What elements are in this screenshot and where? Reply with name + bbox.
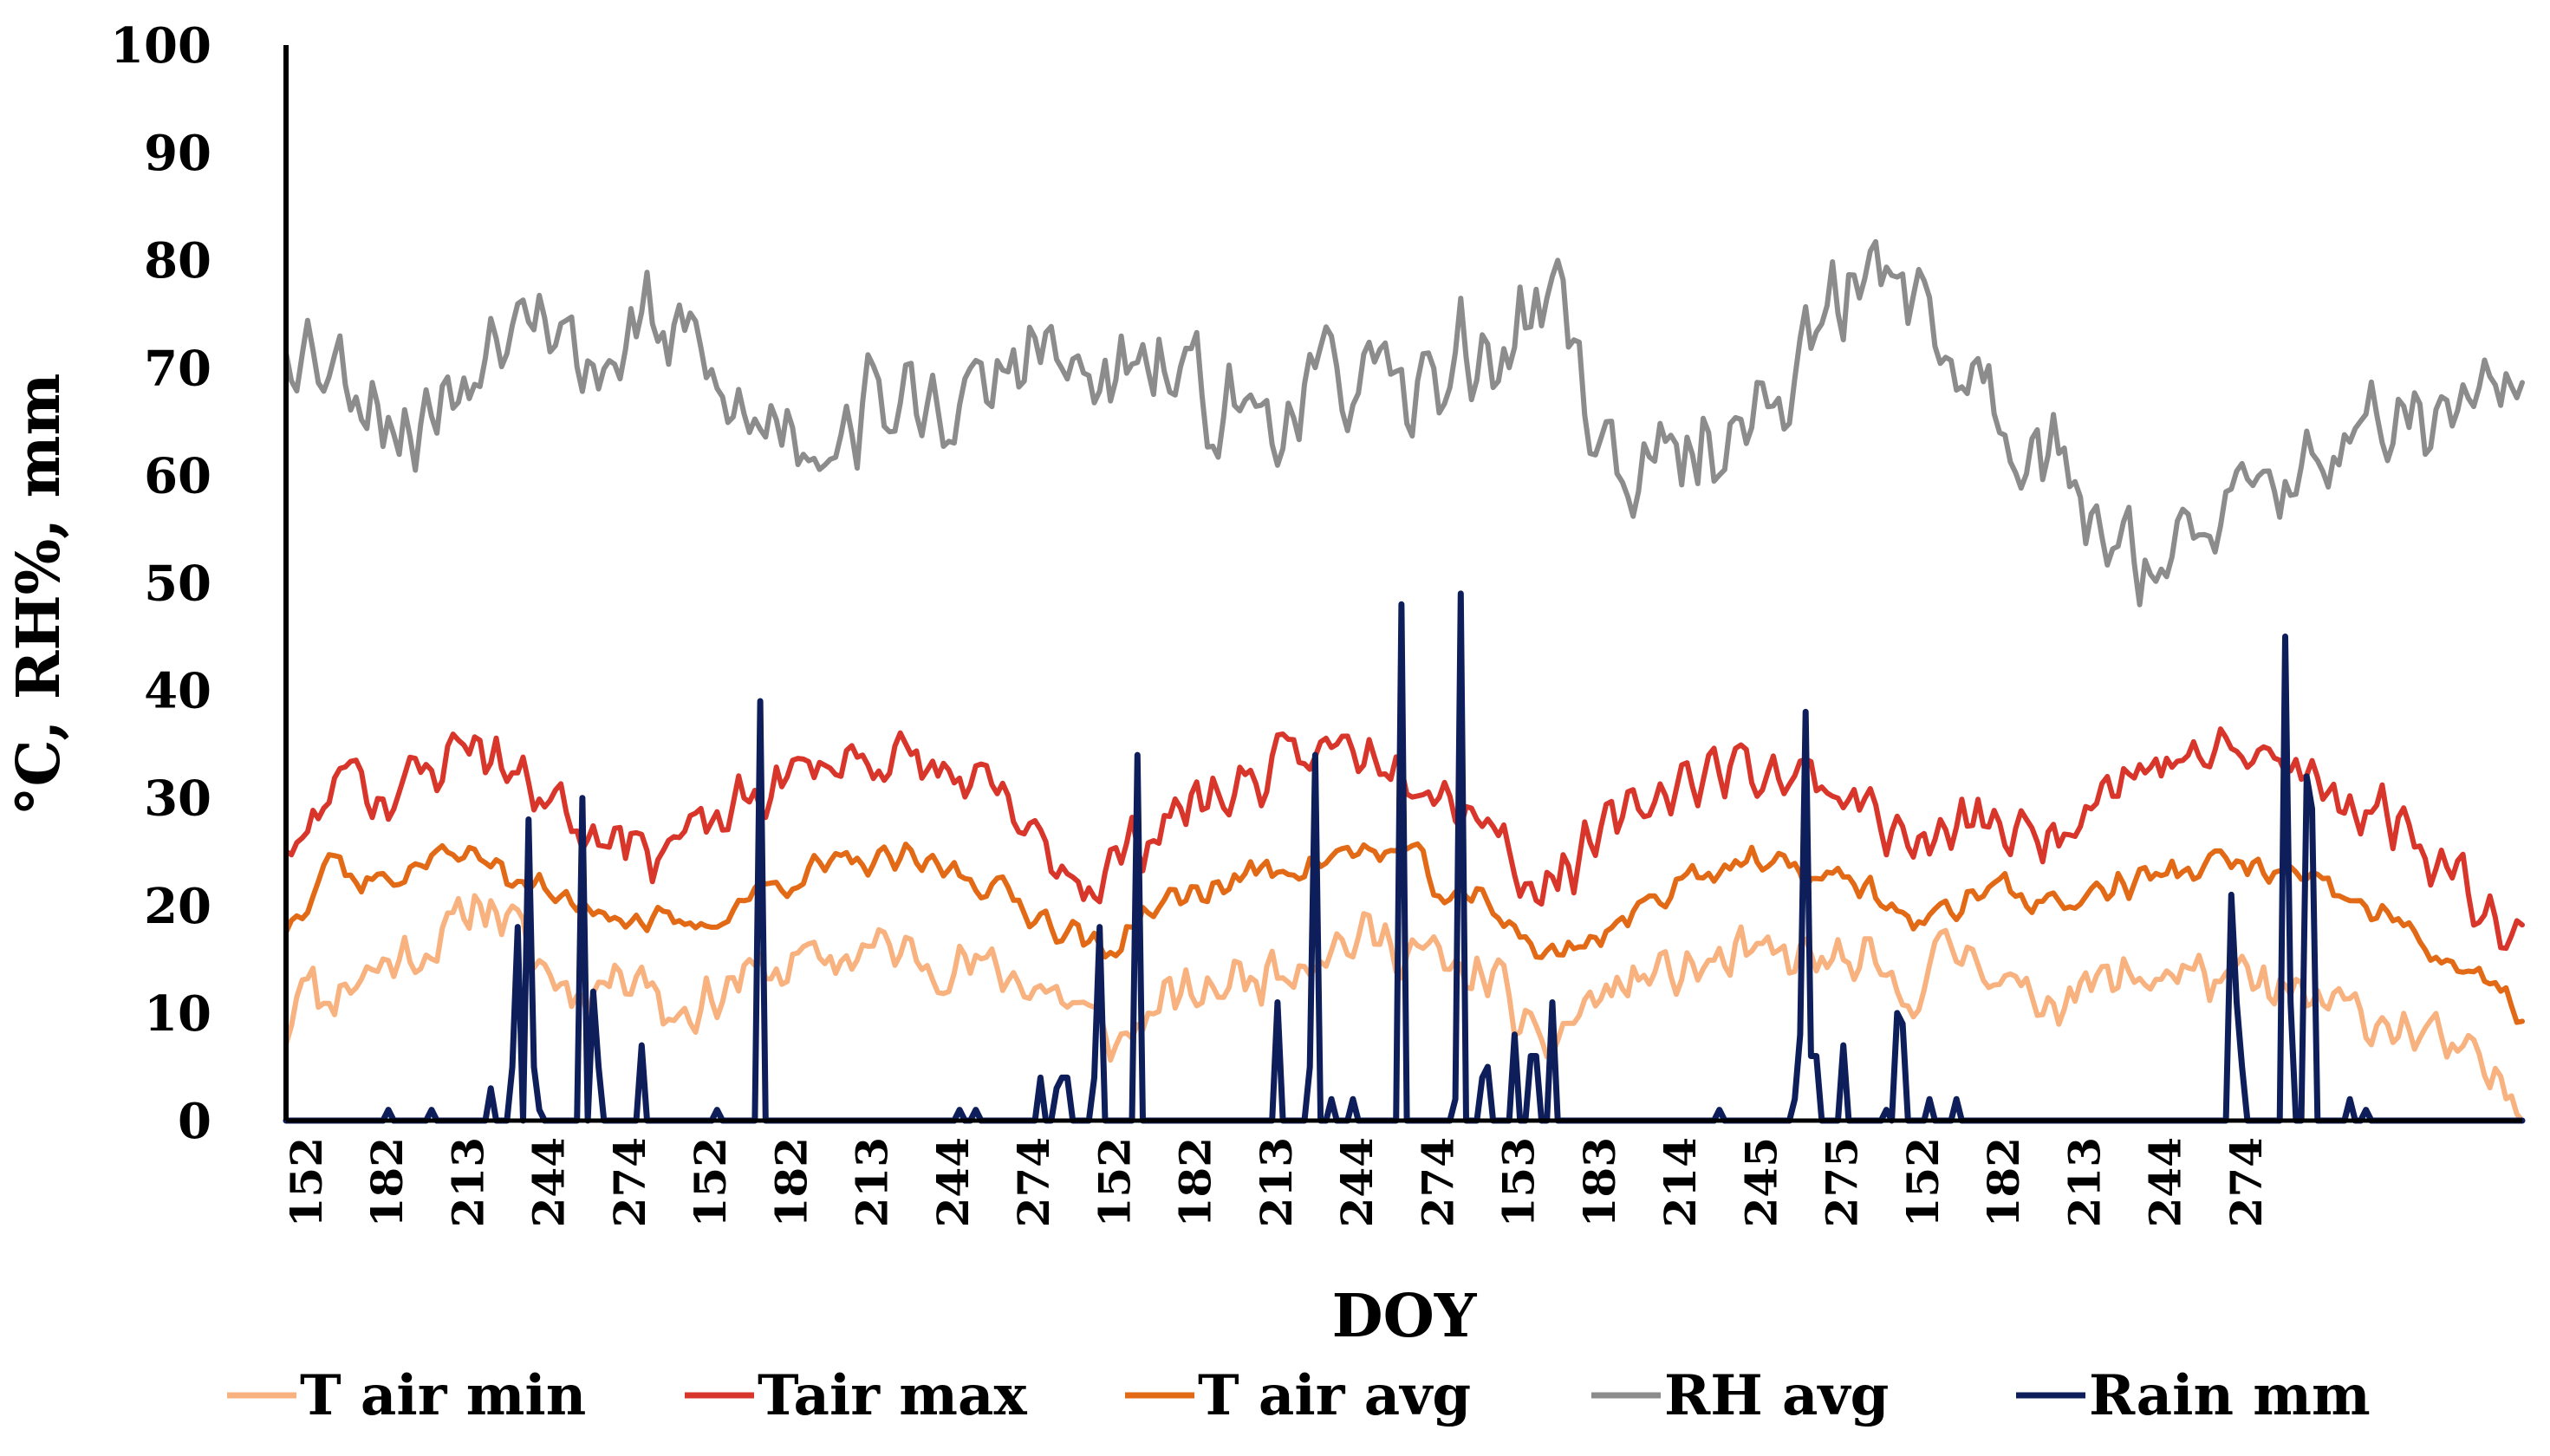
x-tick-label: 274 (2221, 1137, 2272, 1227)
x-tick-label: 244 (2140, 1137, 2191, 1227)
x-tick-label: 152 (281, 1137, 332, 1227)
x-tick-label: 244 (524, 1137, 575, 1227)
x-tick-label: 213 (1251, 1137, 1302, 1227)
x-tick-label: 182 (1170, 1137, 1221, 1227)
series-line-rh-avg (283, 238, 2525, 608)
x-tick-label: 152 (1089, 1137, 1140, 1227)
x-tick-label: 274 (1412, 1137, 1463, 1227)
y-tick-label: 40 (144, 663, 211, 720)
x-tick-label: 274 (604, 1137, 655, 1227)
legend-label: Tair max (758, 1363, 1027, 1428)
legend-label: Rain mm (2089, 1363, 2371, 1428)
y-tick-label: 60 (144, 447, 211, 504)
y-tick-label: 70 (144, 340, 211, 397)
x-axis-title: DOY (1332, 1282, 1478, 1351)
x-tick-label: 182 (765, 1137, 816, 1227)
x-tick-label: 183 (1574, 1137, 1625, 1227)
y-tick-label: 50 (144, 556, 211, 613)
x-tick-label: 182 (1978, 1137, 2029, 1227)
x-tick-label: 213 (442, 1137, 493, 1227)
y-tick-label: 90 (144, 125, 211, 182)
series-line-rain-mm (283, 590, 2526, 1124)
x-tick-label: 244 (927, 1137, 979, 1227)
x-tick-label: 152 (685, 1137, 736, 1227)
x-axis-ticks: 152 182 213 244 274 152 182 213 244 274 152 182 213 2… (281, 1137, 2272, 1227)
y-tick-label: 20 (144, 878, 211, 935)
y-tick-label: 0 (178, 1093, 211, 1150)
x-tick-label: 213 (847, 1137, 898, 1227)
x-tick-label: 244 (1331, 1137, 1382, 1227)
legend-label: RH avg (1664, 1363, 1889, 1428)
x-tick-label: 275 (1817, 1137, 1868, 1227)
y-tick-label: 100 (110, 17, 211, 75)
x-tick-label: 214 (1655, 1137, 1706, 1227)
x-tick-label: 152 (1897, 1137, 1948, 1227)
x-tick-label: 274 (1008, 1137, 1059, 1227)
y-tick-label: 30 (144, 770, 211, 828)
x-tick-label: 182 (361, 1137, 413, 1227)
plot-area (283, 238, 2526, 1124)
legend: T air min Tair max T air avg RH avg Rain mm (227, 1363, 2371, 1428)
y-tick-label: 80 (144, 232, 211, 289)
y-axis-ticks: 0 10 20 30 40 50 60 70 80 90 100 (110, 17, 211, 1150)
x-tick-label: 153 (1493, 1137, 1545, 1227)
legend-label: T air min (300, 1363, 586, 1428)
x-tick-label: 245 (1735, 1137, 1786, 1227)
x-tick-label: 213 (2059, 1137, 2110, 1227)
y-tick-label: 10 (144, 985, 211, 1043)
y-axis-title: °C, RH%, mm (4, 374, 74, 816)
legend-label: T air avg (1198, 1363, 1471, 1428)
